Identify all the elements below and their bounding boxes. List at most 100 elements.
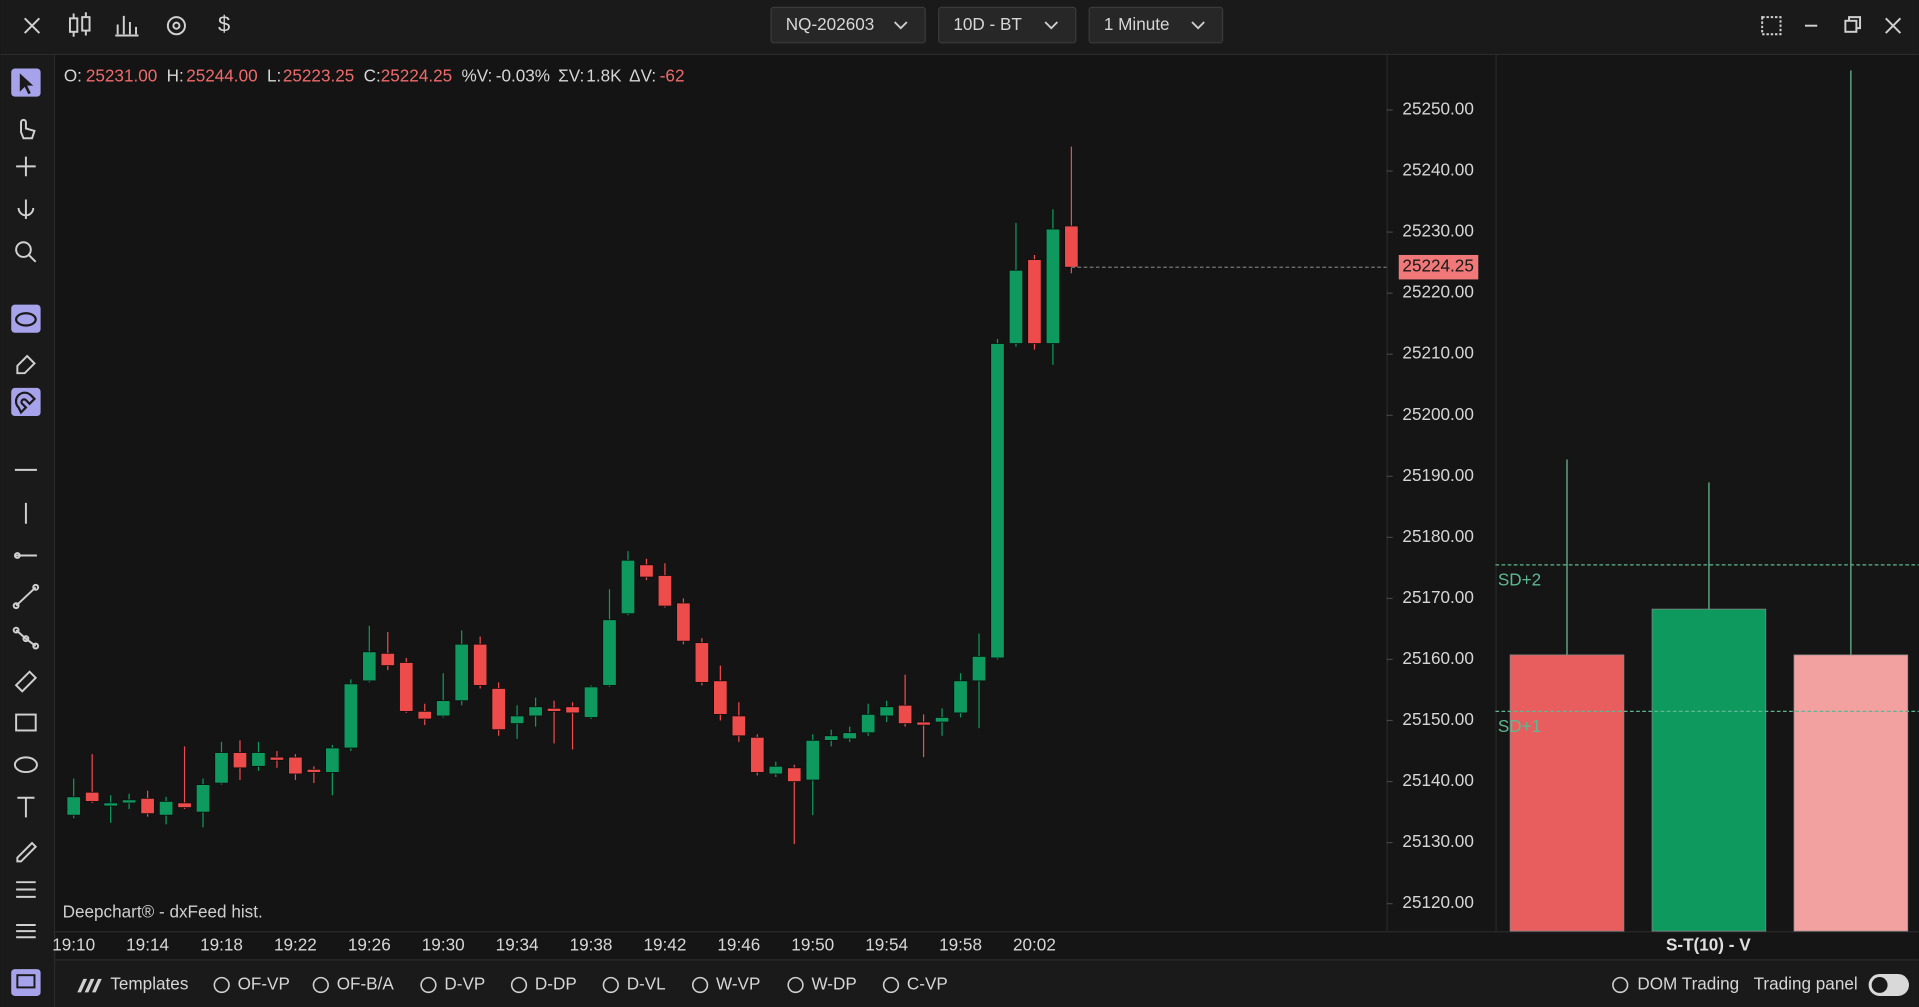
reference-label: SD+1 — [1498, 716, 1541, 736]
study-option[interactable]: D-VP — [444, 974, 485, 994]
y-tick-label: 25200.00 — [1402, 404, 1473, 424]
y-tick-label: 25230.00 — [1402, 221, 1473, 241]
candle-body — [528, 706, 543, 717]
info-value: 25231.00 — [86, 66, 157, 86]
toggle-knob — [1871, 977, 1888, 993]
info-label: O: — [64, 66, 82, 86]
info-label: L: — [267, 66, 281, 86]
info-label: H: — [167, 66, 184, 86]
close-icon[interactable] — [23, 17, 41, 34]
y-tick-label: 25130.00 — [1402, 831, 1473, 851]
x-tick-label: 20:02 — [1013, 934, 1056, 954]
radio[interactable] — [882, 976, 900, 994]
dropdown-label[interactable]: NQ-202603 — [786, 14, 875, 34]
candle-body — [657, 575, 673, 607]
radio[interactable] — [420, 976, 437, 994]
bar — [1651, 608, 1767, 932]
dom-trading[interactable]: DOM Trading — [1637, 974, 1739, 994]
dropdown-arrow[interactable] — [894, 21, 908, 30]
x-tick-label: 19:34 — [496, 934, 539, 954]
study-option[interactable]: OF-B/A — [337, 974, 395, 994]
cursor-tool[interactable] — [19, 73, 34, 95]
dropdown[interactable] — [770, 6, 926, 44]
candle-body — [288, 756, 303, 775]
window-icons[interactable] — [1761, 16, 1902, 36]
candle-body — [1027, 259, 1042, 344]
last-price-tag — [1398, 254, 1479, 280]
y-tick-label: 25120.00 — [1402, 892, 1473, 912]
radio[interactable] — [213, 976, 230, 994]
study-option[interactable]: C-VP — [907, 974, 948, 994]
left-toolbar — [0, 55, 55, 1007]
x-tick-label: 19:30 — [422, 934, 465, 954]
candle-body — [269, 756, 285, 761]
magnet-tool[interactable] — [14, 391, 37, 415]
dropdown-label[interactable]: 10D - BT — [953, 14, 1022, 34]
x-tick-label: 19:42 — [643, 934, 686, 954]
trading-panel[interactable]: Trading panel — [1754, 974, 1858, 994]
candle-body — [639, 564, 654, 578]
tool-icons[interactable] — [12, 118, 40, 939]
dropdown-arrow[interactable] — [1044, 21, 1059, 30]
candle-body — [251, 752, 266, 767]
candle-body — [140, 797, 155, 814]
dropdown[interactable] — [938, 6, 1077, 44]
candle-body — [491, 688, 506, 731]
radio[interactable] — [312, 976, 329, 994]
templates-icon[interactable] — [77, 978, 102, 993]
candle-body — [934, 717, 950, 723]
study-option[interactable]: OF-VP — [238, 974, 290, 994]
monitor-tool[interactable] — [16, 974, 36, 989]
info-value: 25244.00 — [186, 66, 257, 86]
radio[interactable] — [510, 976, 528, 994]
candle-body — [731, 715, 746, 737]
info-value: 25224.25 — [381, 66, 452, 86]
candle-body — [454, 643, 469, 702]
study-option[interactable]: D-VL — [627, 974, 666, 994]
candle-body — [750, 736, 765, 773]
candle-body — [990, 343, 1005, 659]
dropdown[interactable] — [1088, 6, 1224, 44]
candle-body — [399, 662, 414, 712]
radio[interactable] — [1612, 976, 1629, 994]
settings-icon[interactable] — [166, 16, 186, 36]
study-option[interactable]: W-VP — [716, 974, 760, 994]
study-option[interactable]: D-DP — [535, 974, 577, 994]
candle-body — [510, 715, 525, 724]
candle-body — [713, 680, 728, 715]
radio[interactable] — [691, 976, 709, 994]
dropdown-label[interactable]: 1 Minute — [1104, 14, 1170, 34]
candle-body — [787, 767, 802, 782]
templates-button[interactable]: Templates — [110, 974, 188, 994]
tool-active[interactable] — [11, 969, 41, 996]
x-tick-label: 19:18 — [200, 934, 243, 954]
candle-body — [417, 710, 432, 720]
tool-active[interactable] — [11, 304, 41, 333]
candle-body — [676, 602, 691, 642]
candle-body — [177, 802, 192, 808]
candle-icon[interactable] — [68, 12, 91, 37]
info-label: %V: — [462, 66, 493, 86]
candle-body — [1064, 225, 1079, 268]
candle-body — [805, 739, 820, 781]
eye-tool[interactable] — [15, 312, 37, 327]
x-tick-label: 19:10 — [52, 934, 95, 954]
candle-body — [824, 735, 839, 741]
candle-body — [232, 752, 248, 769]
radio[interactable] — [602, 976, 619, 994]
candle-body — [1008, 269, 1024, 344]
bars-icon[interactable] — [115, 15, 139, 37]
candle-body — [583, 686, 599, 718]
y-tick-label: 25190.00 — [1402, 465, 1473, 485]
info-value: -62 — [660, 66, 685, 86]
dropdown-arrow[interactable] — [1191, 21, 1205, 30]
candle-body — [380, 652, 395, 666]
candle-body — [325, 747, 340, 773]
currency-icon[interactable]: $ — [218, 12, 230, 37]
study-option[interactable]: W-DP — [811, 974, 856, 994]
candle-body — [66, 796, 81, 816]
radio[interactable] — [787, 976, 804, 994]
candle-body — [306, 768, 321, 773]
